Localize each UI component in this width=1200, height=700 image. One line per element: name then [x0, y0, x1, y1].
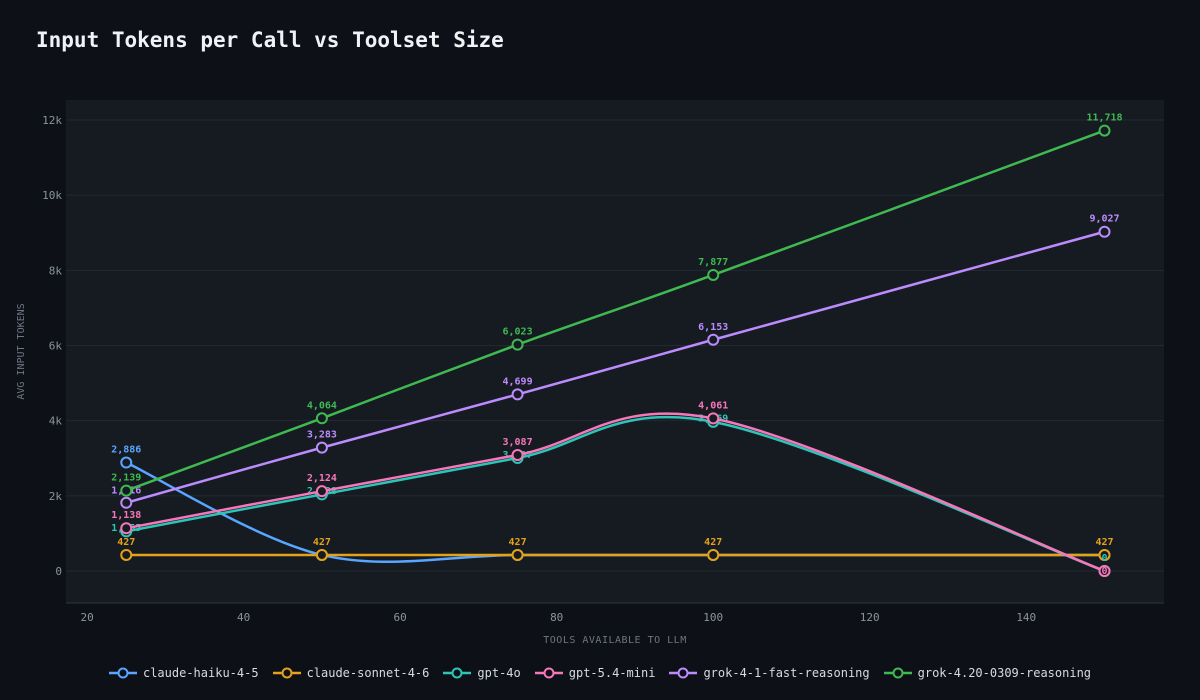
- series-gpt-5.4-mini: 1,138 2,124 3,087 4,061 0: [111, 400, 1111, 578]
- data-label: 427: [509, 537, 527, 548]
- data-point: [707, 333, 720, 346]
- data-label: 6,023: [503, 327, 533, 338]
- legend-item[interactable]: claude-sonnet-4-6: [272, 666, 430, 680]
- data-label: 0: [1102, 553, 1108, 564]
- x-tick-label: 60: [394, 611, 407, 624]
- x-tick-label: 40: [237, 611, 250, 624]
- data-point: [511, 548, 524, 561]
- data-label: 7,877: [698, 257, 728, 268]
- data-point: [315, 441, 328, 454]
- legend-swatch: [534, 667, 563, 679]
- data-point: [1098, 548, 1111, 561]
- series-claude-sonnet-4-6: 427 427 427 427 427: [117, 537, 1114, 561]
- series-line: [125, 129, 1105, 492]
- x-axis-label: TOOLS AVAILABLE TO LLM: [543, 635, 686, 646]
- data-label: 4,061: [698, 400, 728, 411]
- y-tick-label: 4k: [49, 415, 63, 428]
- data-label: 427: [313, 537, 331, 548]
- y-tick-label: 6k: [49, 340, 63, 353]
- data-point: [707, 268, 720, 281]
- series-line: [126, 412, 1105, 573]
- y-tick-label: 8k: [49, 264, 63, 277]
- legend: claude-haiku-4-5 claude-sonnet-4-6 gpt-4o g…: [0, 666, 1200, 680]
- series-line: [126, 415, 1105, 573]
- legend-swatch: [669, 667, 698, 679]
- legend-item[interactable]: gpt-4o: [443, 666, 521, 680]
- data-label: 427: [1095, 537, 1113, 548]
- data-label: 3,283: [307, 430, 337, 441]
- y-axis-label: AVG INPUT TOKENS: [16, 303, 27, 399]
- legend-swatch: [272, 667, 301, 679]
- data-label: 9,027: [1089, 214, 1119, 225]
- x-tick-label: 100: [703, 611, 723, 624]
- data-point: [120, 548, 133, 561]
- data-point: [707, 412, 720, 425]
- legend-item[interactable]: grok-4.20-0309-reasoning: [883, 666, 1092, 680]
- data-point: [511, 338, 524, 351]
- series-line: [125, 230, 1105, 504]
- data-label: 2,139: [111, 473, 141, 484]
- x-tick-label: 120: [860, 611, 880, 624]
- x-tick-label: 80: [550, 611, 563, 624]
- data-label: 0: [1102, 566, 1108, 577]
- data-point: [511, 448, 524, 461]
- legend-item[interactable]: gpt-5.4-mini: [534, 666, 656, 680]
- legend-label: gpt-5.4-mini: [568, 666, 656, 680]
- data-label: 4,064: [307, 400, 337, 411]
- data-point: [1098, 225, 1111, 238]
- y-tick-label: 10k: [42, 189, 62, 202]
- series-grok-4.20-0309-reasoning: 2,139 4,064 6,023 7,877 11,718: [111, 113, 1123, 497]
- legend-label: claude-haiku-4-5: [142, 666, 259, 680]
- chart-title: Input Tokens per Call vs Toolset Size: [36, 28, 504, 52]
- data-point: [315, 548, 328, 561]
- y-tick-label: 0: [55, 565, 62, 578]
- legend-label: grok-4.20-0309-reasoning: [917, 666, 1092, 680]
- data-label: 2,886: [111, 445, 141, 456]
- legend-label: grok-4-1-fast-reasoning: [703, 666, 870, 680]
- data-label: 3,087: [503, 437, 533, 448]
- data-label: 1,138: [111, 510, 141, 521]
- y-tick-label: 2k: [49, 490, 63, 503]
- legend-swatch: [108, 667, 137, 679]
- data-point: [511, 388, 524, 401]
- data-point: [1098, 124, 1111, 137]
- data-point: [315, 412, 328, 425]
- legend-item[interactable]: grok-4-1-fast-reasoning: [669, 666, 870, 680]
- data-point: [707, 548, 720, 561]
- data-label: 11,718: [1086, 113, 1122, 124]
- legend-label: gpt-4o: [477, 666, 521, 680]
- legend-swatch: [883, 667, 912, 679]
- data-point: [120, 484, 133, 497]
- legend-label: claude-sonnet-4-6: [306, 666, 430, 680]
- data-label: 6,153: [698, 322, 728, 333]
- data-point: [120, 456, 133, 469]
- data-label: 4,699: [503, 376, 533, 387]
- data-label: 427: [704, 537, 722, 548]
- legend-item[interactable]: claude-haiku-4-5: [108, 666, 259, 680]
- x-tick-label: 20: [81, 611, 94, 624]
- data-label: 2,124: [307, 473, 337, 484]
- y-tick-label: 12k: [42, 114, 62, 127]
- data-point: [120, 496, 133, 509]
- data-point: [1098, 565, 1111, 578]
- data-point: [315, 485, 328, 498]
- data-point: [120, 522, 133, 535]
- legend-swatch: [443, 667, 472, 679]
- x-tick-label: 140: [1016, 611, 1036, 624]
- data-label: 427: [117, 537, 135, 548]
